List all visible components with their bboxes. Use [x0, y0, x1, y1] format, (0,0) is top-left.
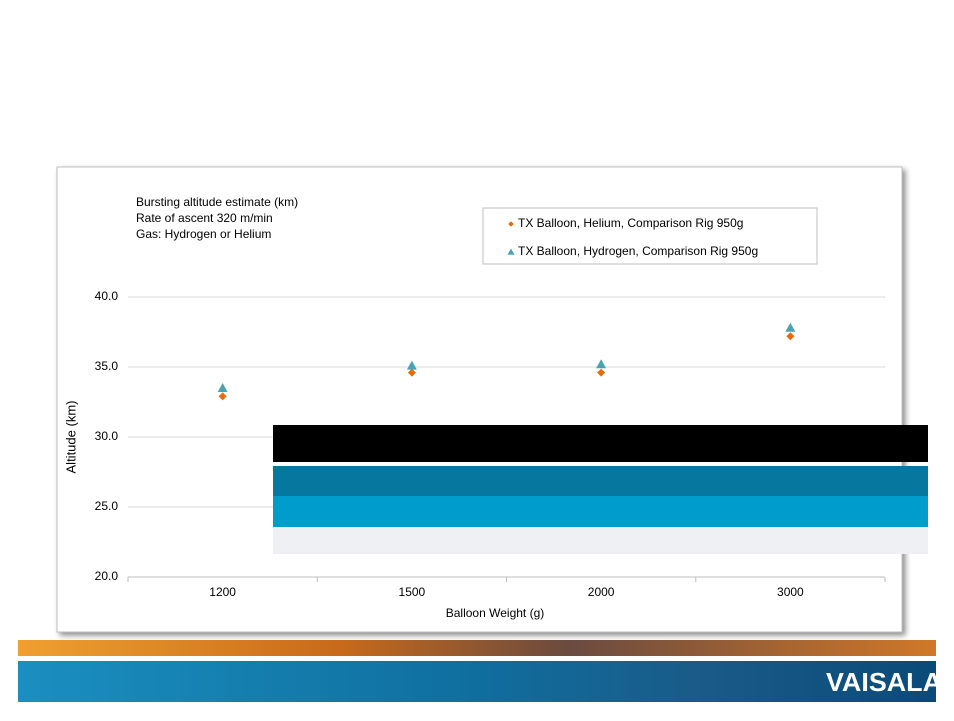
- overlay-bar: [273, 496, 928, 527]
- y-tick-label: 30.0: [95, 429, 119, 443]
- annotation: Bursting altitude estimate (km): [136, 195, 298, 209]
- overlay-bar: [273, 527, 928, 554]
- overlay: [273, 425, 928, 554]
- y-tick-label: 25.0: [95, 499, 119, 513]
- x-tick-label: 1200: [209, 585, 236, 599]
- legend-label: TX Balloon, Hydrogen, Comparison Rig 950…: [518, 244, 758, 258]
- legend-marker: [508, 221, 514, 227]
- legend-label: TX Balloon, Helium, Comparison Rig 950g: [518, 216, 743, 230]
- data-point: [217, 383, 228, 392]
- data-point: [785, 322, 796, 332]
- annotation: Rate of ascent 320 m/min: [136, 211, 273, 225]
- data-point: [407, 368, 416, 377]
- y-axis-title: Altitude (km): [63, 401, 78, 474]
- legend-marker: [507, 248, 515, 255]
- data-point: [218, 392, 227, 401]
- data-point: [406, 360, 417, 370]
- banner-strip: [18, 661, 936, 702]
- annotation: Gas: Hydrogen or Helium: [136, 227, 271, 241]
- overlay-bar: [273, 425, 928, 462]
- y-tick-label: 20.0: [95, 569, 119, 583]
- y-tick-label: 40.0: [95, 289, 119, 303]
- banner-strip: [18, 640, 936, 656]
- y-tick-label: 35.0: [95, 359, 119, 373]
- x-tick-label: 2000: [588, 585, 615, 599]
- data-point: [786, 332, 795, 341]
- overlay-bar: [273, 466, 928, 496]
- data-point: [596, 359, 607, 369]
- logo: VAISALA: [826, 667, 942, 697]
- data-point: [597, 368, 606, 377]
- x-tick-label: 1500: [399, 585, 426, 599]
- x-tick-label: 3000: [777, 585, 804, 599]
- x-axis-title: Balloon Weight (g): [446, 606, 545, 620]
- legend-box: [482, 207, 818, 265]
